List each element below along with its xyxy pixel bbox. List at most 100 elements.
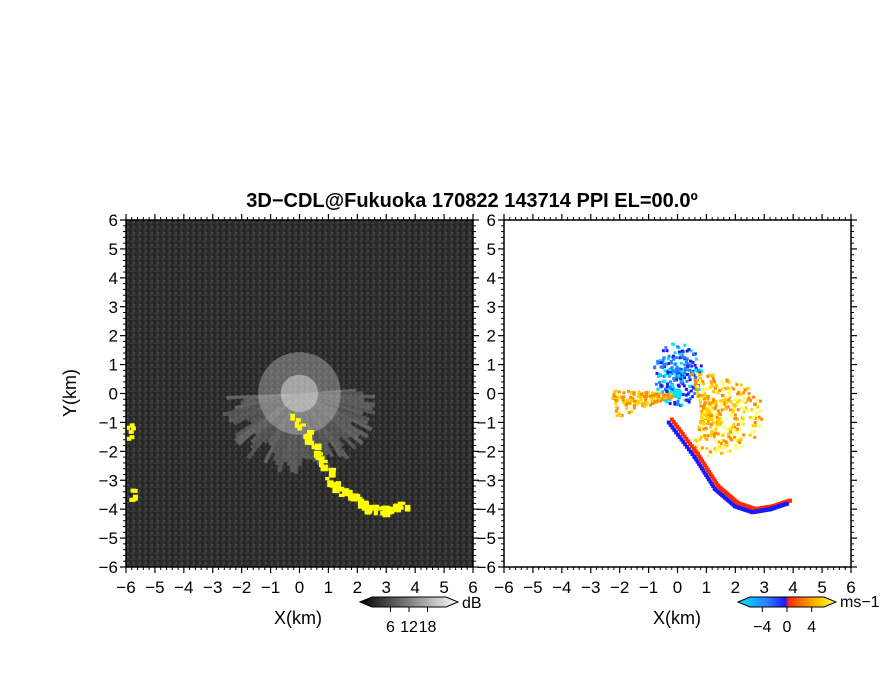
velocity-pixel (617, 412, 621, 416)
velocity-pixel (669, 389, 673, 393)
velocity-pixel (722, 431, 726, 435)
velocity-pixel (718, 423, 722, 427)
velocity-pixel (699, 397, 703, 401)
velocity-pixel (675, 375, 679, 379)
velocity-pixel (702, 463, 707, 468)
velocity-pixel (679, 373, 683, 377)
velocity-pixel (699, 393, 703, 397)
velocity-pixel (689, 389, 693, 393)
velocity-pixel (644, 403, 648, 407)
velocity-pixel (654, 382, 658, 386)
fan-wedge (299, 393, 364, 446)
velocity-pixel (754, 414, 758, 418)
velocity-pixel (697, 448, 701, 452)
velocity-pixel (622, 395, 626, 399)
velocity-pixel (753, 421, 757, 425)
velocity-pixel (691, 371, 695, 375)
velocity-pixel (698, 376, 702, 380)
velocity-pixel (669, 417, 674, 422)
velocity-pixel (676, 345, 680, 349)
velocity-pixel (716, 413, 720, 417)
velocity-pixel (705, 475, 710, 480)
velocity-pixel (703, 434, 707, 438)
velocity-pixel (719, 399, 723, 403)
velocity-pixel (708, 405, 712, 409)
echo-pixel (315, 443, 322, 451)
velocity-pixel (707, 398, 711, 402)
velocity-pixel (729, 428, 733, 432)
reflectivity-colorbar: 6 12 18 dB (358, 595, 482, 636)
velocity-pixel (627, 411, 631, 415)
velocity-pixel (687, 391, 691, 395)
echo-pixel (358, 498, 365, 504)
x-axis-label-left: X(km) (274, 608, 322, 628)
velocity-pixel (688, 384, 692, 388)
velocity-pixel (630, 398, 634, 402)
velocity-pixel (723, 402, 727, 406)
velocity-pixel (682, 355, 686, 359)
velocity-pixel (713, 447, 717, 451)
reflectivity-x-tick-label: 2 (353, 578, 362, 597)
velocity-pixel (734, 443, 738, 447)
velocity-pixel (684, 393, 688, 397)
reflectivity-y-tick-label: −4 (99, 500, 118, 519)
velocity-pixel (684, 436, 689, 441)
echo-pixel (338, 486, 345, 492)
velocity-y-tick-label: 0 (487, 385, 496, 404)
velocity-pixel (691, 369, 695, 373)
fan-wedge (286, 393, 300, 467)
velocity-pixel (708, 472, 713, 477)
velocity-pixel (677, 373, 681, 377)
velocity-pixel (667, 397, 671, 401)
velocity-pixel (735, 431, 739, 435)
velocity-pixel (614, 389, 618, 393)
velocity-pixel (671, 419, 676, 424)
echo-pixel (313, 450, 322, 458)
velocity-pixel (683, 371, 687, 375)
velocity-pixel (693, 363, 697, 367)
velocity-pixel (706, 418, 710, 422)
velocity-pixel (694, 388, 698, 392)
velocity-pixel (683, 398, 687, 402)
velocity-pixel (637, 401, 641, 405)
velocity-pixel (657, 392, 661, 396)
velocity-pixel (758, 424, 762, 428)
velocity-pixel (636, 395, 640, 399)
velocity-pixel (701, 395, 705, 399)
velocity-pixel (733, 417, 737, 421)
velocity-pixel (706, 454, 710, 458)
velocity-pixel (747, 392, 751, 396)
reflectivity-y-tick-label: 5 (109, 240, 118, 259)
velocity-pixel (725, 444, 729, 448)
velocity-pixel (664, 346, 668, 350)
echo-pixel (387, 506, 394, 514)
velocity-pixel (750, 408, 754, 412)
echo-pixel (126, 425, 131, 430)
velocity-pixel (630, 390, 634, 394)
velocity-pixel (739, 392, 743, 396)
fan-wedge (299, 393, 364, 416)
velocity-pixel (698, 378, 702, 382)
velocity-pixel (714, 481, 719, 486)
velocity-pixel (739, 383, 743, 387)
fan-wedge (299, 393, 334, 458)
velocity-pixel (696, 384, 700, 388)
velocity-pixel (740, 445, 744, 449)
velocity-pixel (717, 419, 721, 423)
velocity-pixel (753, 435, 757, 439)
velocity-colorbar-tick-label: 4 (807, 619, 816, 636)
velocity-pixel (669, 385, 673, 389)
velocity-pixel (671, 354, 675, 358)
velocity-pixel (687, 375, 691, 379)
reflectivity-y-tick-label: −5 (99, 529, 118, 548)
fan-wedge (299, 393, 371, 422)
velocity-pixel (704, 465, 709, 470)
reflectivity-x-tick-label: 5 (439, 578, 448, 597)
velocity-pixel (669, 361, 673, 365)
velocity-pixel (694, 445, 698, 449)
velocity-pixel (640, 401, 644, 405)
velocity-pixel (707, 413, 711, 417)
velocity-pixel (648, 403, 652, 407)
